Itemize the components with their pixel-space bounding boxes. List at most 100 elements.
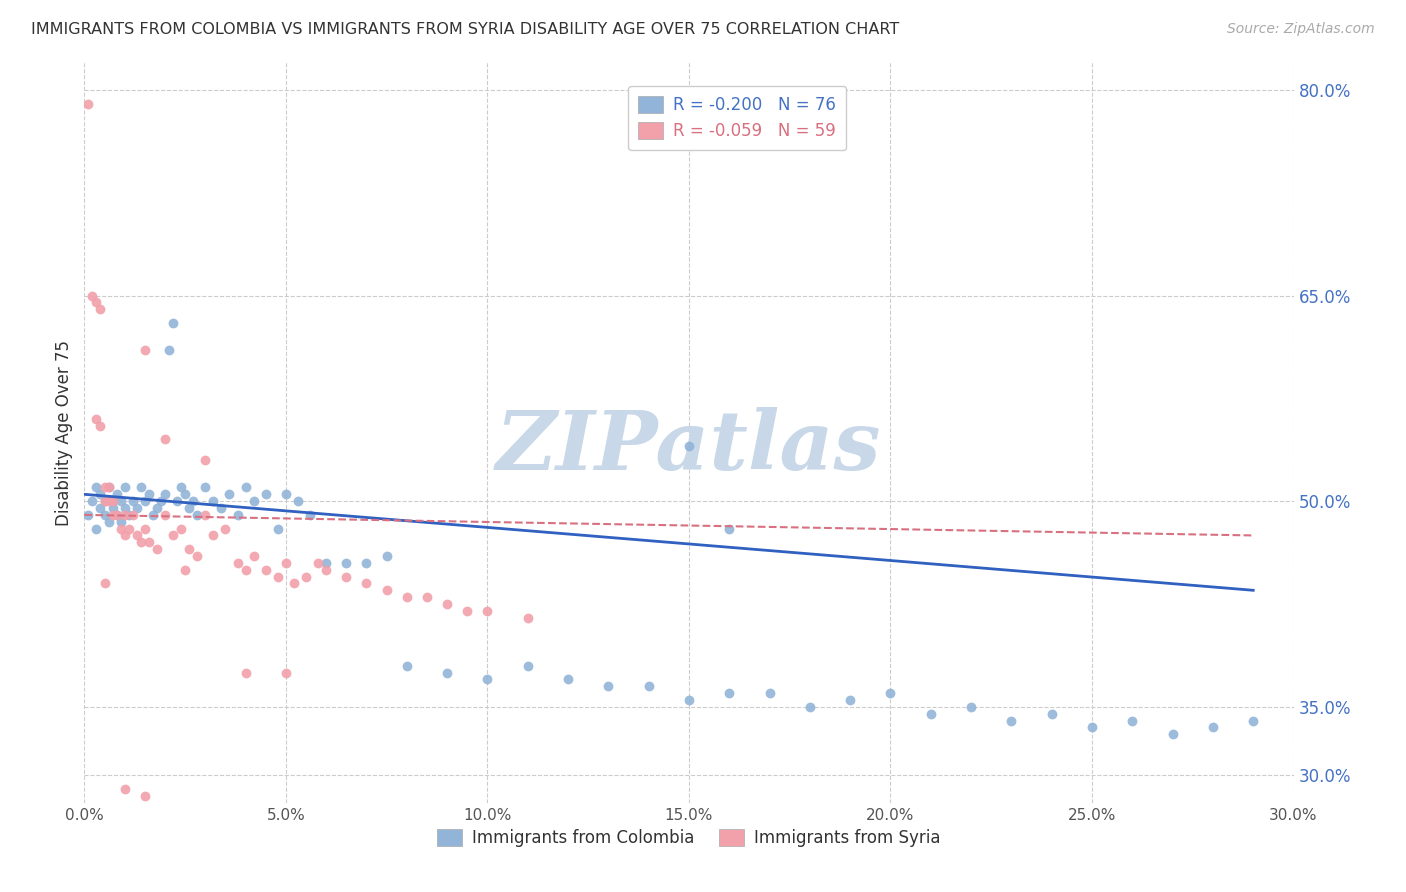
Point: [598, 679, 620, 693]
Point: [254, 487, 277, 501]
Y-axis label: Disability Age Over 75: Disability Age Over 75: [55, 340, 73, 525]
Point: [153, 433, 176, 447]
Point: [477, 604, 499, 618]
Point: [477, 673, 499, 687]
Point: [146, 501, 169, 516]
Point: [101, 494, 124, 508]
Point: [89, 487, 111, 501]
Point: [194, 480, 217, 494]
Point: [879, 686, 901, 700]
Point: [110, 522, 132, 536]
Point: [214, 522, 236, 536]
Point: [134, 494, 156, 508]
Point: [718, 686, 741, 700]
Point: [436, 597, 458, 611]
Point: [97, 480, 120, 494]
Point: [110, 494, 132, 508]
Point: [101, 494, 124, 508]
Point: [1040, 706, 1063, 721]
Point: [186, 549, 208, 563]
Point: [235, 665, 257, 680]
Point: [101, 508, 124, 522]
Point: [274, 665, 297, 680]
Legend: Immigrants from Colombia, Immigrants from Syria: Immigrants from Colombia, Immigrants fro…: [430, 822, 948, 854]
Point: [226, 508, 249, 522]
Point: [134, 343, 156, 358]
Point: [134, 789, 156, 803]
Point: [194, 508, 217, 522]
Point: [375, 549, 398, 563]
Point: [356, 576, 378, 591]
Point: [242, 494, 264, 508]
Point: [375, 583, 398, 598]
Point: [97, 515, 120, 529]
Point: [114, 508, 136, 522]
Point: [307, 556, 329, 570]
Point: [395, 658, 418, 673]
Point: [1202, 720, 1225, 734]
Point: [114, 528, 136, 542]
Point: [129, 535, 152, 549]
Point: [121, 508, 143, 522]
Point: [93, 480, 115, 494]
Point: [86, 412, 108, 426]
Point: [134, 522, 156, 536]
Point: [194, 453, 217, 467]
Point: [960, 699, 983, 714]
Point: [146, 542, 169, 557]
Point: [125, 528, 148, 542]
Point: [97, 480, 120, 494]
Point: [153, 508, 176, 522]
Point: [274, 556, 297, 570]
Point: [1081, 720, 1104, 734]
Point: [162, 316, 184, 330]
Point: [149, 494, 172, 508]
Point: [142, 508, 165, 522]
Point: [105, 508, 128, 522]
Point: [718, 522, 741, 536]
Point: [114, 501, 136, 516]
Point: [254, 563, 277, 577]
Point: [162, 528, 184, 542]
Point: [1241, 714, 1264, 728]
Point: [93, 494, 115, 508]
Point: [93, 508, 115, 522]
Point: [89, 501, 111, 516]
Point: [315, 563, 337, 577]
Point: [416, 590, 439, 604]
Point: [235, 480, 257, 494]
Point: [516, 658, 538, 673]
Point: [516, 611, 538, 625]
Point: [356, 556, 378, 570]
Point: [138, 535, 160, 549]
Point: [114, 480, 136, 494]
Text: ZIPatlas: ZIPatlas: [496, 408, 882, 487]
Point: [235, 563, 257, 577]
Point: [174, 563, 197, 577]
Point: [110, 515, 132, 529]
Point: [283, 576, 305, 591]
Point: [799, 699, 821, 714]
Point: [157, 343, 180, 358]
Text: Source: ZipAtlas.com: Source: ZipAtlas.com: [1227, 22, 1375, 37]
Point: [335, 569, 357, 583]
Point: [1000, 714, 1022, 728]
Point: [179, 542, 201, 557]
Point: [678, 693, 700, 707]
Point: [166, 494, 188, 508]
Point: [678, 439, 700, 453]
Point: [209, 501, 232, 516]
Point: [138, 487, 160, 501]
Point: [315, 556, 337, 570]
Text: IMMIGRANTS FROM COLOMBIA VS IMMIGRANTS FROM SYRIA DISABILITY AGE OVER 75 CORRELA: IMMIGRANTS FROM COLOMBIA VS IMMIGRANTS F…: [31, 22, 900, 37]
Point: [920, 706, 942, 721]
Point: [114, 782, 136, 797]
Point: [170, 480, 193, 494]
Point: [121, 494, 143, 508]
Point: [218, 487, 240, 501]
Point: [77, 508, 100, 522]
Point: [86, 295, 108, 310]
Point: [93, 494, 115, 508]
Point: [267, 522, 290, 536]
Point: [335, 556, 357, 570]
